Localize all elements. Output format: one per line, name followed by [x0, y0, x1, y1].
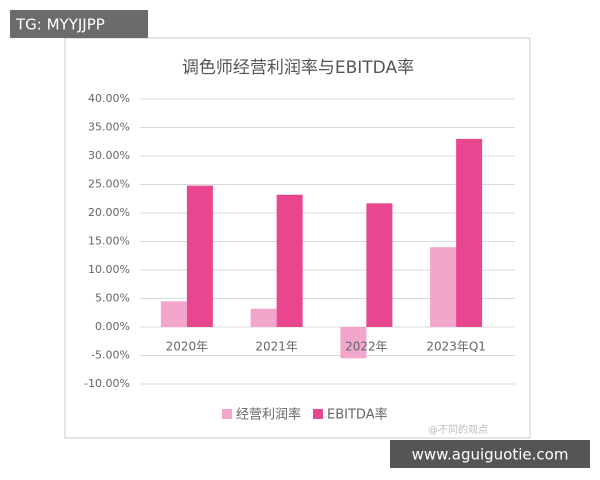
x-tick-label: 2022年	[345, 340, 388, 354]
chart-title: 调色师经营利润率与EBITDA率	[182, 58, 414, 78]
x-tick-label: 2021年	[255, 340, 298, 354]
bar	[276, 194, 303, 327]
y-tick-label: 30.00%	[88, 149, 130, 162]
tag-text: TG: MYYJJPP	[15, 16, 105, 34]
site-box	[390, 440, 590, 468]
y-tick-label: 25.00%	[88, 178, 130, 191]
bar	[456, 138, 483, 327]
plot: -10.00% -5.00% 0.00% 5.00% 10.00% 15.00% 20.00…	[84, 92, 515, 423]
y-tick-label: -5.00%	[91, 349, 130, 362]
legend-swatch	[222, 409, 232, 419]
bar	[186, 185, 213, 327]
legend-swatch	[313, 409, 324, 419]
y-tick-label: 5.00%	[95, 292, 130, 305]
site-text: www.aguiguotie.com	[412, 446, 569, 464]
x-tick-label: 2023年Q1	[426, 340, 486, 354]
y-tick-label: 20.00%	[88, 206, 130, 219]
bar	[430, 247, 457, 327]
y-tick-label: 40.00%	[88, 92, 130, 105]
legend-label: 经营利润率	[236, 407, 301, 423]
x-tick-label: 2020年	[166, 340, 209, 354]
bar	[160, 301, 187, 327]
y-tick-label: 0.00%	[95, 320, 130, 333]
tag-box	[10, 10, 148, 38]
bar	[340, 327, 367, 359]
bar	[366, 203, 393, 327]
y-tick-label: 15.00%	[88, 235, 130, 248]
y-tick-label: 35.00%	[88, 121, 130, 134]
y-tick-label: 10.00%	[88, 263, 130, 276]
watermark: @不同的观点	[428, 423, 488, 436]
legend-label: EBITDA率	[327, 407, 388, 423]
y-tick-label: -10.00%	[84, 377, 130, 390]
bar	[250, 308, 277, 327]
